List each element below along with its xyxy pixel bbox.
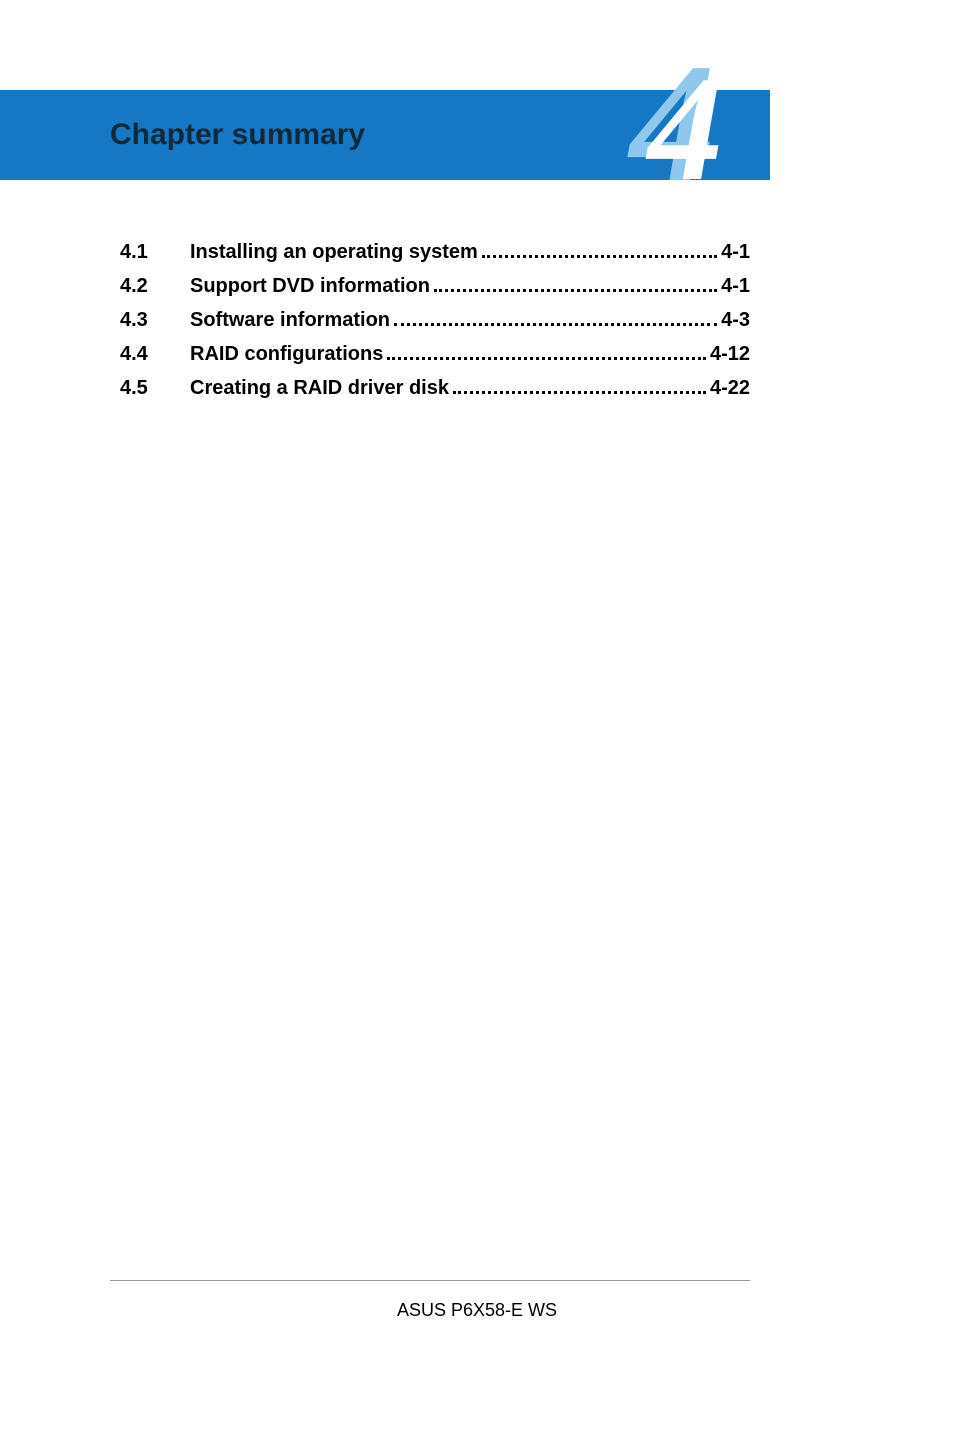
toc-section-number: 4.4 [120,343,190,366]
toc-row: 4.1 Installing an operating system 4-1 [120,240,750,264]
toc-section-label: RAID configurations [190,343,383,366]
table-of-contents: 4.1 Installing an operating system 4-1 4… [120,240,750,410]
toc-section-number: 4.5 [120,377,190,400]
toc-row: 4.5 Creating a RAID driver disk 4-22 [120,376,750,400]
toc-leader-dots [394,308,717,326]
toc-section-label: Creating a RAID driver disk [190,377,449,400]
toc-section-number: 4.1 [120,241,190,264]
page: Chapter summary 4 4 4.1 Installing an op… [0,0,954,1438]
footer-text: ASUS P6X58-E WS [0,1300,954,1321]
toc-page-number: 4-3 [721,309,750,332]
toc-page-number: 4-22 [710,377,750,400]
toc-page-number: 4-12 [710,343,750,366]
toc-leader-dots [482,240,717,258]
toc-page-number: 4-1 [721,241,750,264]
toc-row: 4.2 Support DVD information 4-1 [120,274,750,298]
toc-section-label: Installing an operating system [190,241,478,264]
chapter-title: Chapter summary [110,118,365,152]
toc-page-number: 4-1 [721,275,750,298]
toc-leader-dots [387,342,706,360]
toc-section-label: Software information [190,309,390,332]
toc-section-number: 4.2 [120,275,190,298]
toc-row: 4.3 Software information 4-3 [120,308,750,332]
toc-leader-dots [434,274,717,292]
toc-section-label: Support DVD information [190,275,430,298]
footer-rule [110,1280,750,1281]
header-band: Chapter summary [0,90,770,180]
toc-leader-dots [453,376,706,394]
toc-row: 4.4 RAID configurations 4-12 [120,342,750,366]
toc-section-number: 4.3 [120,309,190,332]
